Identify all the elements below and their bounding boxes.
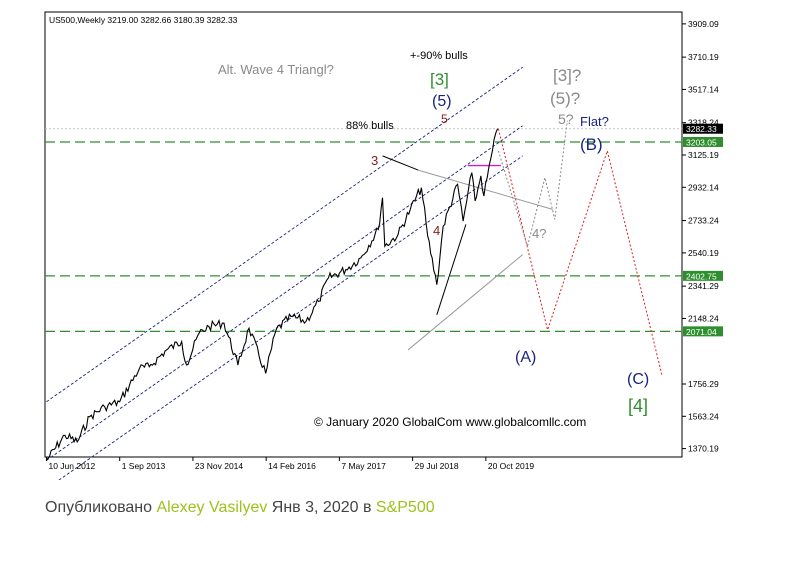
- level-price-label: 2402.75: [686, 271, 717, 281]
- wave-trend-line: [382, 155, 419, 171]
- level-price-box: [683, 270, 723, 281]
- chart-title: US500,Weekly 3219.00 3282.66 3180.39 328…: [49, 15, 238, 25]
- y-tick-label: 3710.19: [688, 52, 719, 62]
- level-price-label: 3203.05: [686, 137, 717, 147]
- y-tick-label: 3517.14: [688, 84, 719, 94]
- x-tick-label: 23 Nov 2014: [195, 461, 243, 471]
- trend-channel-line: [58, 155, 523, 480]
- x-tick-label: 14 Feb 2016: [268, 461, 316, 471]
- level-price-label: 2071.04: [686, 327, 717, 337]
- caption-date: Янв 3, 2020 в: [267, 499, 376, 516]
- x-tick-label: 20 Oct 2019: [488, 461, 535, 471]
- y-tick-label: 2540.19: [688, 248, 719, 258]
- tag-link[interactable]: S&P500: [375, 499, 435, 516]
- x-tick-label: 1 Sep 2013: [122, 461, 166, 471]
- copyright-note: © January 2020 GlobalCom www.globalcomll…: [314, 415, 586, 429]
- wave-4-red-label: 4: [433, 223, 440, 238]
- triangle-line: [407, 254, 523, 351]
- wave-3-gray-label: [3]?: [553, 66, 581, 85]
- bulls-90-label: +-90% bulls: [410, 50, 468, 62]
- y-tick-label: 3909.09: [688, 19, 719, 29]
- wave-trend-line: [436, 224, 467, 315]
- wave-a-label: (A): [515, 349, 536, 366]
- current-price-box: [683, 123, 723, 134]
- y-tick-label: 1756.29: [688, 379, 719, 389]
- wave-5-blue-label: (5): [432, 93, 452, 110]
- price-line: [46, 128, 499, 461]
- author-link[interactable]: Alexey Vasilyev: [156, 499, 268, 516]
- wave-4-gray-label: 4?: [532, 226, 546, 241]
- y-tick-label: 2148.24: [688, 313, 719, 323]
- publication-caption: Опубликовано Alexey Vasilyev Янв 3, 2020…: [45, 499, 435, 517]
- wave-4-green-label: [4]: [628, 396, 648, 416]
- y-tick-label: 1370.19: [688, 444, 719, 454]
- level-price-box: [683, 136, 723, 147]
- x-tick-label: 29 Jul 2018: [415, 461, 459, 471]
- wave-c-label: (C): [627, 371, 649, 388]
- y-tick-label: 1563.24: [688, 411, 719, 421]
- wave-b-label: (B): [580, 135, 603, 154]
- wave-3-red-label: 3: [371, 153, 378, 168]
- triangle-line: [418, 169, 553, 210]
- wave-5-gray-label: (5)?: [550, 89, 580, 108]
- y-tick-label: 2341.29: [688, 281, 719, 291]
- trend-channel-line: [46, 125, 523, 461]
- y-tick-label: 3125.19: [688, 150, 719, 160]
- alt-wave-label: Alt. Wave 4 Triangl?: [218, 62, 334, 77]
- y-tick-label: 3318.24: [688, 118, 719, 128]
- main-wave-projection: [497, 128, 663, 376]
- y-tick-label: 2733.24: [688, 216, 719, 226]
- wave-3-green-label: [3]: [430, 70, 449, 89]
- caption-prefix: Опубликовано: [45, 499, 157, 516]
- trend-channel-line: [46, 66, 523, 403]
- y-tick-label: 2932.14: [688, 182, 719, 192]
- level-price-box: [683, 326, 723, 337]
- x-tick-label: 7 May 2017: [341, 461, 386, 471]
- wave-5-red-label: 5: [441, 112, 448, 126]
- x-tick-label: 10 Jun 2012: [48, 461, 95, 471]
- current-price-label: 3282.33: [686, 124, 717, 134]
- flat-label: Flat?: [580, 114, 609, 129]
- wave-5-small-gray-label: 5?: [558, 111, 574, 127]
- plot-frame: [44, 11, 683, 458]
- bulls-88-label: 88% bulls: [346, 120, 394, 132]
